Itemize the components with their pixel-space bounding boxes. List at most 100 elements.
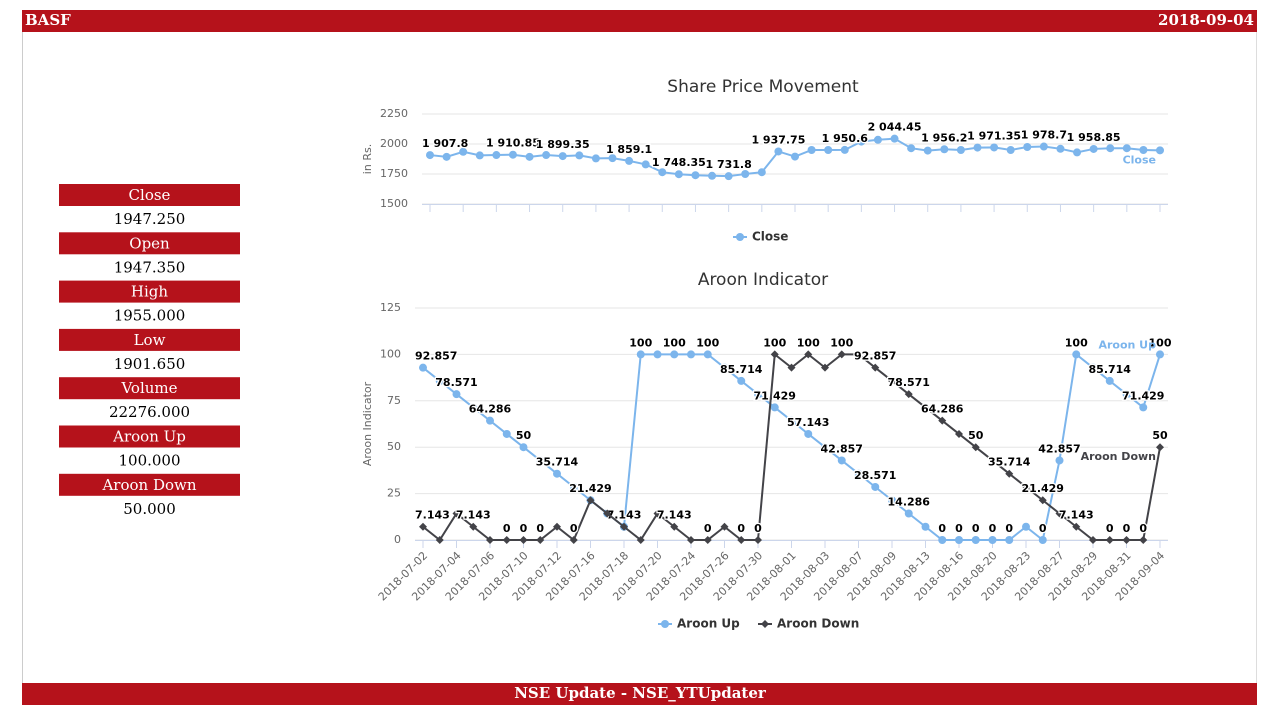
point bbox=[921, 403, 930, 412]
chart-title: Share Price Movement bbox=[667, 77, 859, 97]
legend-marker bbox=[761, 620, 769, 628]
point bbox=[1056, 144, 1065, 153]
data-label: 78.571 bbox=[888, 376, 930, 389]
stat-label-box bbox=[59, 377, 240, 400]
data-label: 35.714 bbox=[536, 456, 579, 469]
point bbox=[1072, 350, 1081, 359]
point bbox=[871, 482, 880, 491]
point bbox=[1055, 456, 1064, 465]
data-label: 1 731.8 bbox=[705, 158, 751, 171]
data-label: 0 bbox=[1005, 522, 1013, 535]
stat-label-box bbox=[59, 280, 240, 303]
point bbox=[1105, 376, 1114, 385]
point bbox=[1122, 536, 1131, 544]
stat-label: Aroon Down bbox=[101, 476, 196, 494]
data-label: 100 bbox=[1065, 336, 1088, 349]
point bbox=[821, 443, 829, 452]
point bbox=[837, 456, 846, 465]
point bbox=[955, 536, 963, 544]
stat-label-box bbox=[59, 184, 240, 206]
point bbox=[1156, 443, 1164, 452]
point bbox=[741, 170, 750, 178]
point bbox=[636, 350, 645, 359]
data-label: 100 bbox=[830, 336, 853, 349]
data-label: 1 956.2 bbox=[921, 131, 967, 144]
stat-value: 100.000 bbox=[118, 452, 180, 470]
y-tick-label: 50 bbox=[387, 440, 401, 453]
point bbox=[888, 376, 896, 385]
data-label: 100 bbox=[1149, 336, 1172, 349]
point bbox=[787, 363, 796, 372]
series-end-label: Aroon Up bbox=[1098, 338, 1156, 351]
point bbox=[890, 134, 899, 143]
point bbox=[1073, 148, 1082, 157]
data-label: 85.714 bbox=[1089, 363, 1132, 376]
point bbox=[691, 171, 700, 180]
data-label: 0 bbox=[704, 522, 712, 535]
point bbox=[625, 156, 634, 165]
point bbox=[519, 443, 528, 452]
point bbox=[873, 135, 882, 144]
point bbox=[486, 536, 494, 544]
point bbox=[757, 168, 766, 177]
point bbox=[492, 151, 501, 160]
point bbox=[1089, 536, 1097, 544]
point bbox=[442, 152, 451, 161]
legend-label: Close bbox=[752, 230, 788, 244]
data-label: 0 bbox=[1106, 522, 1114, 535]
series-end-label: Aroon Down bbox=[1081, 450, 1156, 463]
point bbox=[558, 152, 567, 161]
data-label: 0 bbox=[1139, 522, 1147, 535]
y-tick-label: 1500 bbox=[380, 197, 408, 210]
data-label: 0 bbox=[1039, 522, 1047, 535]
chart-title: Aroon Indicator bbox=[698, 270, 828, 290]
point bbox=[907, 144, 916, 153]
stat-label: Volume bbox=[120, 379, 177, 397]
point bbox=[854, 469, 863, 478]
header-date: 2018-09-04 bbox=[1158, 11, 1254, 29]
point bbox=[754, 390, 762, 399]
point bbox=[591, 154, 600, 163]
data-label: 1 910.85 bbox=[486, 137, 540, 150]
point bbox=[770, 350, 779, 359]
data-label: 21.429 bbox=[1022, 482, 1064, 495]
data-label: 14.286 bbox=[888, 495, 931, 508]
data-label: 64.286 bbox=[469, 403, 512, 416]
y-axis-title: Aroon Indicator bbox=[361, 381, 374, 466]
point bbox=[475, 151, 484, 160]
data-label: 42.857 bbox=[821, 442, 863, 455]
point bbox=[670, 350, 679, 359]
data-label: 1 907.8 bbox=[422, 137, 468, 150]
stat-label-box bbox=[59, 473, 240, 496]
data-label: 0 bbox=[520, 522, 528, 535]
point bbox=[1055, 509, 1064, 518]
point bbox=[435, 536, 444, 544]
data-label: 1 958.85 bbox=[1067, 131, 1121, 144]
point bbox=[658, 168, 667, 177]
data-label: 1 859.1 bbox=[606, 143, 652, 156]
y-tick-label: 25 bbox=[387, 487, 401, 500]
stat-label-box bbox=[59, 232, 240, 255]
point bbox=[1089, 363, 1097, 372]
point bbox=[486, 416, 494, 425]
point bbox=[720, 363, 729, 372]
data-label: 7.143 bbox=[657, 509, 692, 522]
point bbox=[955, 429, 963, 438]
point bbox=[804, 429, 813, 438]
point bbox=[553, 522, 561, 531]
point bbox=[821, 363, 829, 372]
y-tick-label: 75 bbox=[387, 394, 401, 407]
stat-value: 1901.650 bbox=[114, 355, 186, 373]
stat-value: 50.000 bbox=[123, 500, 176, 518]
point bbox=[608, 154, 617, 163]
point bbox=[419, 522, 427, 531]
y-tick-label: 2250 bbox=[380, 107, 408, 120]
point bbox=[1106, 144, 1115, 153]
data-label: 1 748.35 bbox=[652, 156, 706, 169]
point bbox=[1022, 482, 1030, 491]
point bbox=[502, 429, 511, 438]
point bbox=[569, 536, 578, 544]
point bbox=[774, 147, 783, 156]
stat-label: High bbox=[131, 283, 168, 301]
point bbox=[670, 522, 679, 531]
